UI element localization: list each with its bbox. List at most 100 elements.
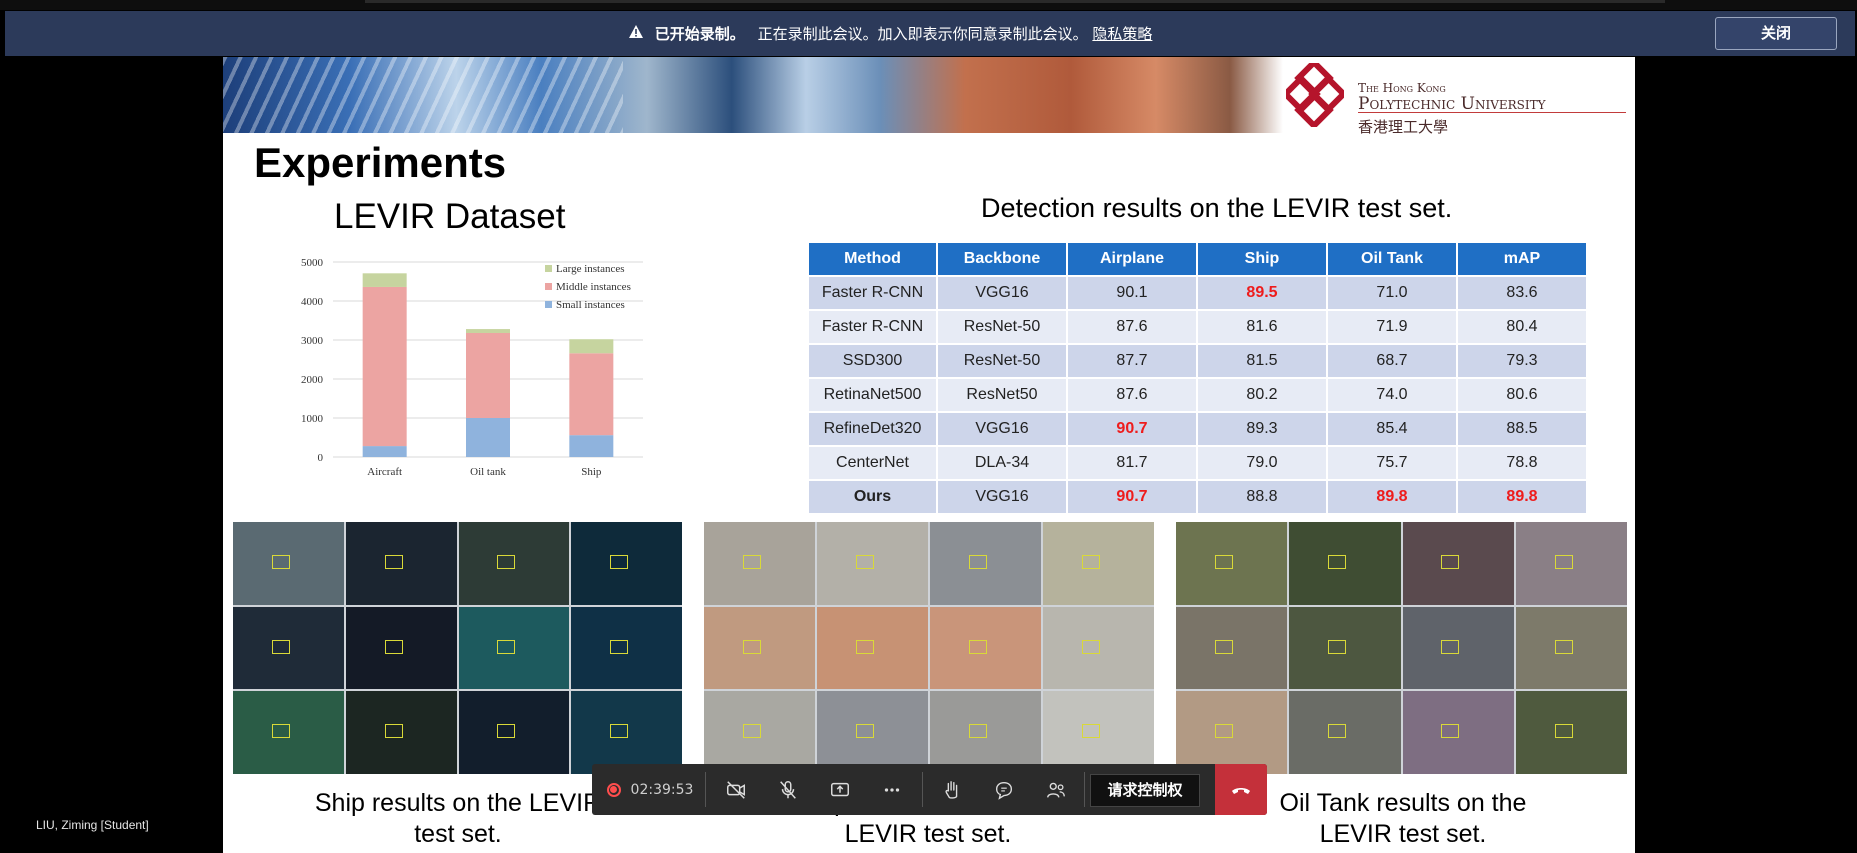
table-row: CenterNet DLA-34 81.7 79.0 75.7 78.8 bbox=[807, 445, 1588, 481]
raise-hand-icon bbox=[945, 780, 958, 799]
table-cell: 80.4 bbox=[1456, 309, 1588, 345]
request-control-button[interactable]: 请求控制权 bbox=[1090, 774, 1200, 807]
chat-icon bbox=[995, 781, 1013, 800]
table-cell: 87.7 bbox=[1066, 343, 1198, 379]
column-header: Method bbox=[807, 241, 938, 277]
share-screen-button[interactable] bbox=[816, 764, 864, 815]
legend-swatch bbox=[545, 301, 552, 308]
table-cell: 79.3 bbox=[1456, 343, 1588, 379]
levir-bar-chart: 0 1000 2000 3000 4000 5000 Aircraft Oil tank Shi… bbox=[301, 257, 643, 478]
camera-off-icon bbox=[727, 780, 745, 799]
table-cell: CenterNet bbox=[807, 445, 938, 481]
table-cell: 80.6 bbox=[1456, 377, 1588, 413]
table-cell: 90.7 bbox=[1066, 479, 1198, 515]
column-header: Oil Tank bbox=[1326, 241, 1458, 277]
table-cell: 85.4 bbox=[1326, 411, 1458, 447]
chat-button[interactable] bbox=[980, 764, 1028, 815]
bar-segment bbox=[569, 339, 614, 354]
uni-line-3: 香港理工大學 bbox=[1358, 118, 1449, 136]
slide-title: Experiments bbox=[254, 139, 507, 186]
privacy-policy-link[interactable]: 隐私策略 bbox=[1092, 25, 1153, 43]
table-cell: 71.0 bbox=[1326, 275, 1458, 311]
column-header: Ship bbox=[1196, 241, 1328, 277]
hang-up-button[interactable] bbox=[1215, 764, 1267, 815]
table-cell: ResNet-50 bbox=[936, 309, 1068, 345]
legend-swatch bbox=[545, 283, 552, 290]
x-tick-label: Aircraft bbox=[367, 466, 402, 478]
y-tick-label: 0 bbox=[318, 452, 324, 464]
participants-button[interactable] bbox=[1032, 764, 1080, 815]
table-cell: 90.7 bbox=[1066, 411, 1198, 447]
oil-tank-caption: Oil Tank results on the LEVIR test set. bbox=[1279, 789, 1527, 848]
bar-segment bbox=[362, 273, 407, 287]
camera-off-button[interactable] bbox=[712, 764, 760, 815]
participants-icon bbox=[1047, 782, 1065, 798]
results-table: Method Backbone Airplane Ship Oil Tank mAP Fa… bbox=[807, 241, 1588, 515]
table-cell: Faster R-CNN bbox=[807, 309, 938, 345]
uni-line-1: The Hong Kong bbox=[1358, 81, 1446, 95]
slide-banner: The Hong Kong Polytechnic University 香港理… bbox=[223, 57, 1635, 136]
ship-caption: Ship results on the LEVIR test set. bbox=[314, 789, 602, 848]
table-title: Detection results on the LEVIR test set. bbox=[981, 193, 1453, 223]
table-row: Ours VGG16 90.7 88.8 89.8 89.8 bbox=[807, 479, 1588, 515]
table-cell: VGG16 bbox=[936, 275, 1068, 311]
legend-label: Large instances bbox=[556, 263, 625, 275]
close-notice-button[interactable]: 关闭 bbox=[1715, 17, 1837, 50]
legend-label: Small instances bbox=[556, 299, 625, 311]
top-scrollbar[interactable] bbox=[365, 0, 1665, 3]
recording-text: 正在录制此会议。加入即表示你同意录制此会议。 bbox=[757, 25, 1088, 43]
share-screen-icon bbox=[831, 782, 849, 796]
more-icon bbox=[884, 787, 900, 792]
bar-segment bbox=[569, 353, 614, 436]
mic-off-button[interactable] bbox=[764, 764, 812, 815]
bar-segment bbox=[466, 418, 510, 457]
record-icon bbox=[606, 782, 621, 797]
table-cell: 90.1 bbox=[1066, 275, 1198, 311]
table-cell: Faster R-CNN bbox=[807, 275, 938, 311]
airplane-results-grid bbox=[704, 522, 1154, 774]
legend-label: Middle instances bbox=[556, 281, 631, 293]
legend-swatch bbox=[545, 265, 552, 272]
bar-segment bbox=[362, 286, 407, 447]
table-cell: 79.0 bbox=[1196, 445, 1328, 481]
table-cell: 88.5 bbox=[1456, 411, 1588, 447]
hang-up-icon bbox=[1232, 787, 1250, 794]
mic-off-icon bbox=[780, 780, 796, 799]
table-row: Faster R-CNN ResNet-50 87.6 81.6 71.9 80.4 bbox=[807, 309, 1588, 345]
table-cell: 89.3 bbox=[1196, 411, 1328, 447]
column-header: Backbone bbox=[936, 241, 1068, 277]
x-tick-label: Ship bbox=[581, 466, 602, 478]
table-cell: DLA-34 bbox=[936, 445, 1068, 481]
timer-text: 02:39:53 bbox=[630, 781, 694, 798]
table-cell: RefineDet320 bbox=[807, 411, 938, 447]
warning-icon bbox=[628, 24, 644, 43]
oil-tank-results-grid bbox=[1176, 522, 1627, 774]
table-cell: 81.7 bbox=[1066, 445, 1198, 481]
recording-message: 已开始录制。 正在录制此会议。加入即表示你同意录制此会议。 隐私策略 bbox=[628, 23, 1152, 44]
shared-slide: The Hong Kong Polytechnic University 香港理… bbox=[223, 57, 1635, 853]
banner-photo bbox=[223, 57, 1283, 133]
participant-name: LIU, Ziming [Student] bbox=[36, 818, 149, 832]
recording-notice-bar: 已开始录制。 正在录制此会议。加入即表示你同意录制此会议。 隐私策略 关闭 bbox=[5, 11, 1855, 56]
table-cell: VGG16 bbox=[936, 479, 1068, 515]
uni-line-2: Polytechnic University bbox=[1358, 94, 1546, 114]
column-header: mAP bbox=[1456, 241, 1588, 277]
more-button[interactable] bbox=[868, 764, 916, 815]
banner-red-line bbox=[1358, 112, 1626, 113]
recording-started-label: 已开始录制。 bbox=[654, 25, 745, 43]
meeting-toolbar: 02:39:53 请求控制权 bbox=[592, 764, 1267, 815]
table-cell: 71.9 bbox=[1326, 309, 1458, 345]
y-tick-label: 1000 bbox=[301, 413, 324, 425]
table-cell: 89.8 bbox=[1326, 479, 1458, 515]
x-tick-label: Oil tank bbox=[470, 466, 506, 478]
table-cell: 80.2 bbox=[1196, 377, 1328, 413]
table-cell: 75.7 bbox=[1326, 445, 1458, 481]
raise-hand-button[interactable] bbox=[928, 764, 976, 815]
column-header: Airplane bbox=[1066, 241, 1198, 277]
window-top-strip bbox=[0, 0, 1857, 10]
table-cell: 89.8 bbox=[1456, 479, 1588, 515]
table-cell: VGG16 bbox=[936, 411, 1068, 447]
bar-segment bbox=[569, 435, 614, 457]
table-row: RetinaNet500 ResNet50 87.6 80.2 74.0 80.6 bbox=[807, 377, 1588, 413]
university-name: The Hong Kong Polytechnic University 香港理… bbox=[1358, 81, 1546, 137]
